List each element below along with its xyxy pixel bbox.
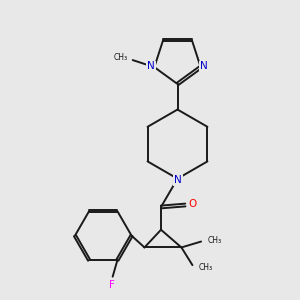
Text: N: N (147, 61, 155, 71)
Text: CH₃: CH₃ (199, 262, 213, 272)
Text: N: N (174, 175, 182, 185)
Text: CH₃: CH₃ (208, 236, 222, 245)
Text: F: F (109, 280, 115, 290)
Text: O: O (188, 199, 196, 209)
Text: N: N (200, 61, 208, 71)
Text: CH₃: CH₃ (114, 53, 128, 62)
